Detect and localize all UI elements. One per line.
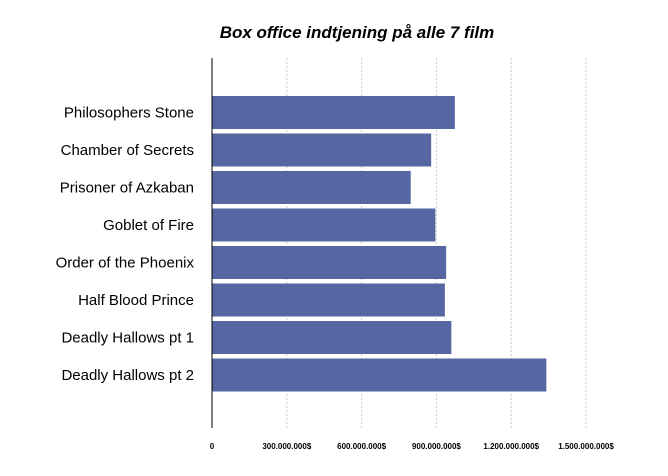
bar (212, 171, 411, 204)
bar (212, 358, 547, 392)
bar (212, 246, 447, 279)
bar (212, 208, 436, 242)
x-tick-label: 1.200.000.000$ (483, 442, 539, 451)
category-label: Deadly Hallows pt 1 (61, 330, 194, 347)
category-labels: Philosophers Stone Chamber of Secrets Pris… (56, 105, 195, 385)
bars (212, 96, 547, 392)
bar (212, 96, 455, 129)
category-label: Half Blood Prince (78, 292, 194, 309)
chart-title: Box office indtjening på alle 7 film (220, 23, 495, 42)
bar (212, 133, 432, 167)
bar (212, 321, 452, 354)
category-label: Prisoner of Azkaban (60, 180, 194, 197)
category-label: Order of the Phoenix (56, 255, 195, 272)
category-label: Goblet of Fire (103, 217, 194, 234)
category-label: Philosophers Stone (64, 105, 194, 122)
x-tick-label: 1.500.000.000$ (558, 442, 614, 451)
x-tick-label: 300.000.000$ (262, 442, 311, 451)
category-label: Deadly Hallows pt 2 (61, 367, 194, 384)
x-tick-label: 900.000.000$ (412, 442, 461, 451)
x-tick-label: 600.000.000$ (337, 442, 386, 451)
x-tick-label: 0 (210, 442, 215, 451)
x-tick-labels: 0 300.000.000$ 600.000.000$ 900.000.000$ 1.2… (210, 442, 615, 451)
bar (212, 283, 445, 317)
category-label: Chamber of Secrets (61, 142, 194, 159)
